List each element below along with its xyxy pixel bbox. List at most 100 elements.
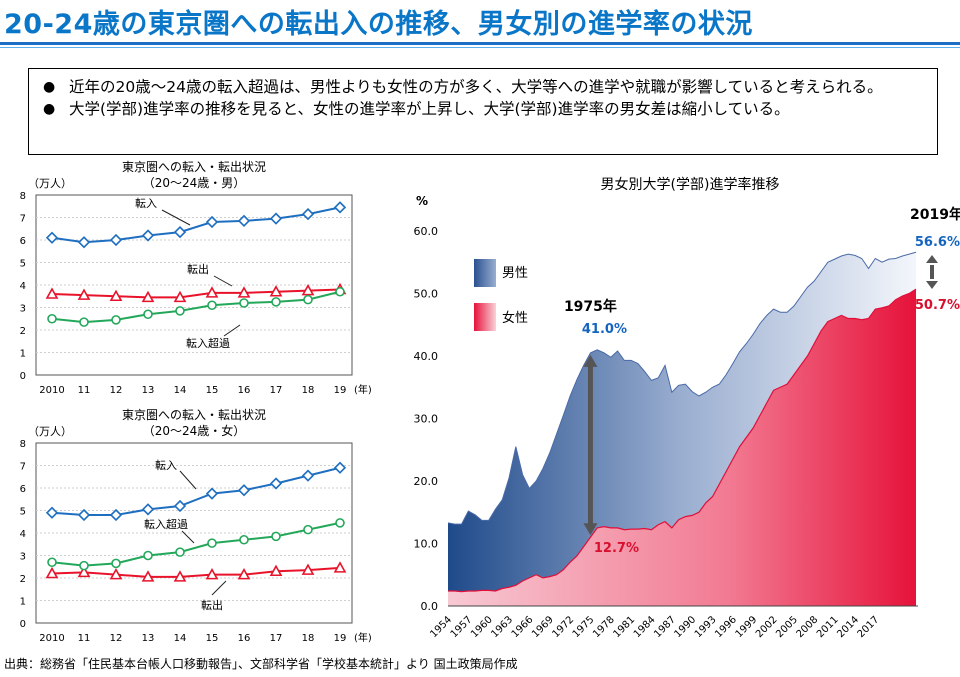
bullet-text: 大学(学部)進学率の推移を見ると、女性の進学率が上昇し、大学(学部)進学率の男女… [69,100,790,118]
x-tick-label: 13 [142,385,155,396]
data-point-circle [47,313,57,324]
data-point-circle [303,524,313,535]
y-tick-label: 0.0 [421,600,439,613]
x-tick-label: 2010 [39,633,64,644]
x-axis-suffix: (年) [354,383,372,396]
gap-arrow-2019-head-up [926,255,938,263]
data-point-circle [207,300,217,311]
x-tick-label: 15 [206,633,219,644]
data-point-diamond [301,469,315,482]
x-tick-label: 11 [78,633,91,644]
data-point-diamond [205,215,219,229]
x-tick-label: 17 [270,633,283,644]
annotation-value-female-2019: 50.7% [915,298,960,313]
x-tick-label: 1972 [550,614,576,640]
data-point-triangle [45,287,59,299]
data-point-triangle [109,567,123,580]
y-tick-label: 5 [20,259,26,270]
female-line [448,288,917,593]
chart-title: 東京圏への転入・転出状況 [122,159,266,174]
x-tick-label: 14 [174,633,187,644]
series-annotation: 転出 [187,262,209,276]
x-tick-label: 1978 [591,614,617,640]
legend-male-label: 男性 [502,266,528,281]
y-tick-label: 60.0 [414,225,439,238]
data-point-circle [143,309,153,320]
y-axis-label: % [416,194,428,208]
y-tick-label: 5 [20,507,26,518]
y-tick-label: 6 [20,236,26,247]
gap-arrow-1975-head-up [583,354,598,367]
bullet-item: ● 大学(学部)進学率の推移を見ると、女性の進学率が上昇し、大学(学部)進学率の… [43,98,927,120]
summary-box: ● 近年の20歳～24歳の転入超過は、男性よりも女性の方が多く、大学等への進学や… [28,68,938,155]
x-tick-label: 1960 [469,614,495,640]
y-tick-label: 4 [20,281,26,292]
series-annotation: 転入 [135,197,157,210]
data-point-diamond [109,508,123,522]
y-tick-label: 2 [20,574,26,585]
annotation-arrow [223,324,241,337]
data-point-triangle [301,563,315,575]
y-tick-label: 50.0 [414,288,439,301]
x-tick-label: 1975 [571,614,597,640]
x-tick-label: 11 [78,385,91,396]
x-tick-label: 2011 [815,614,841,640]
enrollment-rate-chart: 男女別大学(学部)進学率推移% 0.0 10.0 20.0 30.0 40.0 50.0 60… [414,176,960,640]
data-point-diamond [173,225,187,239]
x-tick-label: 18 [302,385,315,396]
data-point-circle [143,550,153,561]
data-point-circle [111,558,121,569]
data-point-diamond [141,503,155,516]
legend-male-swatch [474,259,496,287]
gap-arrow-1975-head-down [583,523,598,536]
data-point-circle [207,538,217,548]
series-line-転出 [51,288,341,299]
chart-title: 東京圏への転入・転出状況 [122,407,266,422]
y-tick-label: 3 [20,304,26,315]
y-tick-label: 30.0 [414,413,439,426]
y-tick-label: 0 [20,371,26,382]
y-tick-label: 4 [20,529,26,540]
x-tick-label: 12 [110,633,123,644]
data-point-triangle [173,570,187,582]
legend-female-label: 女性 [502,310,528,326]
chart-subtitle: （20～24歳・女） [143,423,246,438]
y-tick-label: 8 [20,191,26,202]
y-tick-label: 10.0 [414,538,439,551]
x-tick-label: 12 [110,385,123,396]
annotation-year: 1975年 [564,298,617,315]
chart-subtitle: （20～24歳・男） [143,176,246,190]
annotation-arrow [161,209,191,226]
x-tick-label: 13 [142,633,155,644]
data-point-triangle [77,565,91,578]
x-tick-label: 2014 [835,614,861,640]
data-point-diamond [173,499,187,513]
y-axis-label: （万人） [28,425,72,438]
data-point-circle [79,560,89,571]
y-tick-label: 2 [20,326,26,337]
annotation-arrow [181,530,195,544]
series-annotation: 転入超過 [186,336,230,350]
series-line-転入 [51,466,341,516]
x-tick-label: 2017 [856,614,882,640]
y-tick-label: 0 [20,619,26,630]
annotation-year: 2019年 [910,206,960,223]
x-axis-suffix: (年) [354,631,372,644]
x-tick-label: 1966 [510,614,536,640]
gap-arrow-2019-head-down [926,281,938,289]
data-point-triangle [205,567,219,580]
data-point-triangle [237,286,251,298]
data-point-diamond [237,214,251,228]
x-tick-label: 1981 [611,614,637,640]
data-point-diamond [205,487,219,500]
x-tick-label: 19 [334,633,347,644]
source-note: 出典：総務省「住民基本台帳人口移動報告」、文部科学省「学校基本統計」より 国土政… [4,657,518,671]
data-point-triangle [141,290,155,303]
series-line-転入 [51,206,341,244]
x-tick-label: 1984 [632,614,658,640]
title-underline-thin [0,47,960,48]
x-tick-label: 1996 [713,614,739,640]
data-point-circle [335,286,345,297]
x-tick-label: 1963 [489,614,515,640]
